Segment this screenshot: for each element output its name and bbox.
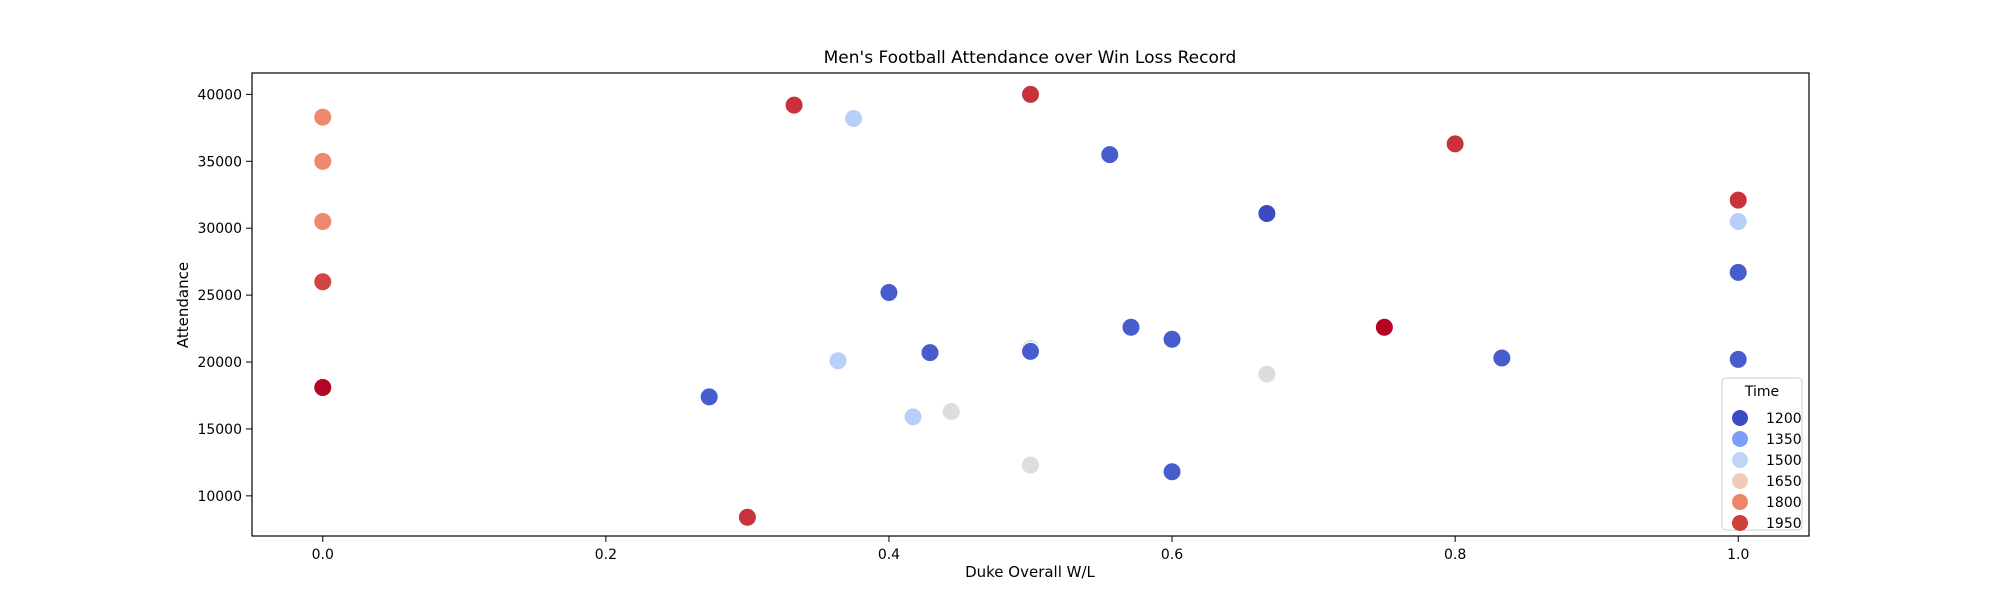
x-tick-label: 0.0 [312,547,334,563]
x-tick-label: 0.4 [878,547,900,563]
data-point [920,343,940,363]
data-point [1021,84,1040,104]
data-point [313,212,333,232]
data-point [1728,190,1748,210]
legend: Time 1200 1350 1500 1650 1800 1950 [1721,377,1803,532]
data-point [844,108,864,128]
y-tick-label: 30000 [197,221,242,237]
data-point [1257,364,1277,384]
data-point [1100,145,1120,165]
data-point [784,95,804,115]
legend-title: Time [1744,384,1779,400]
legend-label: 1800 [1766,495,1802,511]
plot-frame [251,72,1810,537]
x-tick-label: 0.6 [1161,547,1183,563]
legend-label: 1500 [1766,453,1802,469]
data-point [879,282,899,302]
data-point [737,507,757,527]
legend-marker [1732,515,1748,531]
chart-title: Men's Football Attendance over Win Loss … [824,48,1237,68]
data-point [1445,134,1465,154]
y-tick-label: 15000 [197,422,242,438]
points-layer [313,84,1748,527]
data-point [828,351,848,371]
data-point [1121,317,1141,337]
legend-marker [1732,452,1748,468]
legend-marker [1732,473,1748,489]
data-point [313,107,333,127]
legend-label: 1200 [1766,411,1802,427]
legend-marker [1732,494,1748,510]
x-tick-label: 0.8 [1444,547,1466,563]
ticks-layer: 0.0 0.2 0.4 0.6 0.8 1.0 10000 15000 20000 25000 30… [197,87,1749,563]
data-point [313,377,333,397]
y-tick-label: 20000 [197,355,242,371]
x-axis-label: Duke Overall W/L [965,563,1095,581]
legend-label: 1650 [1766,474,1802,490]
data-point [699,387,719,407]
x-tick-label: 1.0 [1727,547,1749,563]
x-tick-label: 0.2 [595,547,617,563]
legend-marker [1732,431,1748,447]
data-point [903,407,923,427]
y-tick-label: 40000 [197,87,242,103]
data-point [1162,462,1182,482]
data-point [1162,329,1182,349]
data-point [1021,341,1040,361]
data-point [1492,348,1512,368]
y-tick-label: 10000 [197,489,242,505]
data-point [1021,455,1040,475]
y-tick-label: 25000 [197,288,242,304]
legend-marker [1732,410,1748,426]
data-point [1257,204,1277,224]
data-point [1728,212,1748,232]
data-point [1374,317,1394,337]
data-point [1728,349,1748,369]
data-point [1728,262,1748,282]
data-point [313,151,333,171]
y-tick-label: 35000 [197,154,242,170]
data-point [313,272,333,292]
y-axis-label: Attendance [174,262,192,348]
legend-label: 1350 [1766,432,1802,448]
data-point [941,402,961,422]
legend-label: 1950 [1766,516,1802,532]
